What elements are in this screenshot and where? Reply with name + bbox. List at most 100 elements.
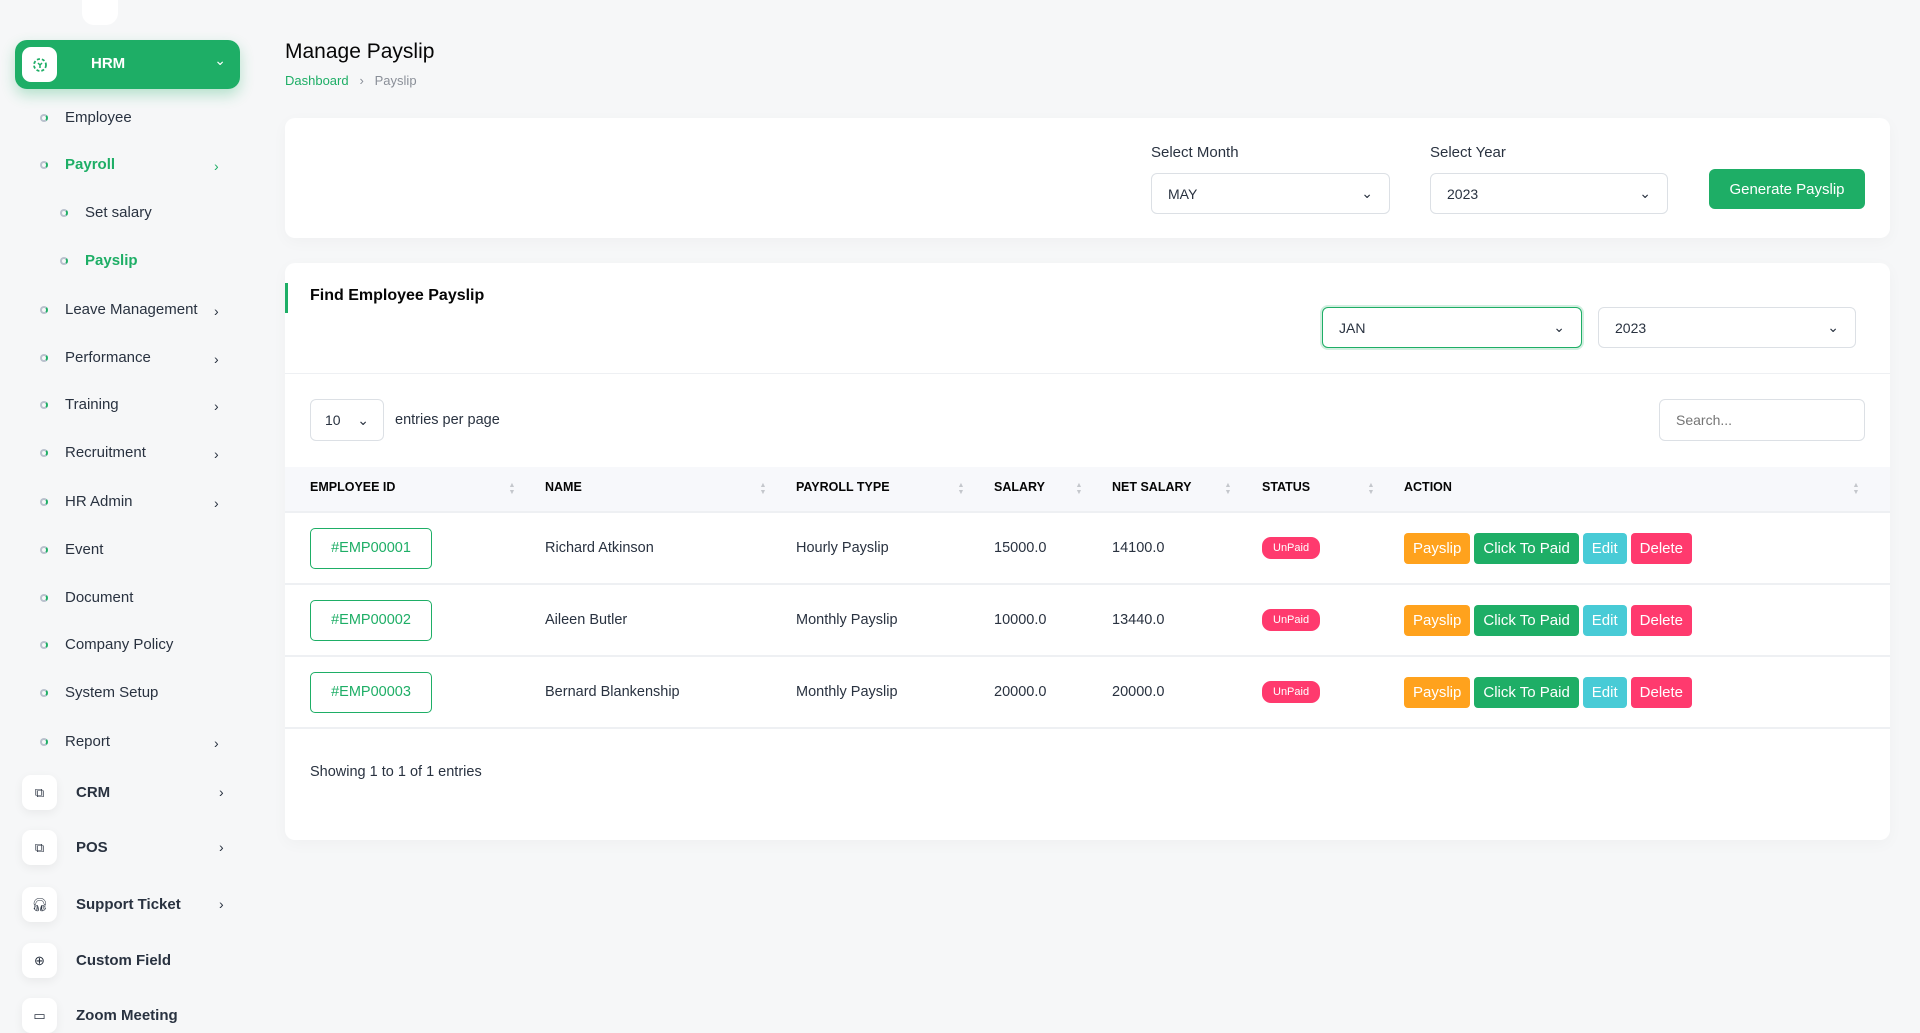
net-salary: 20000.0 (1112, 684, 1165, 700)
bullet-icon (40, 498, 48, 506)
sidebar-item-payslip[interactable]: Payslip (85, 252, 138, 269)
bullet-icon (40, 449, 48, 457)
bullet-icon (40, 641, 48, 649)
sort-icon[interactable]: ▲ ▼ (1367, 482, 1375, 496)
layers-icon: ⧉ (22, 830, 57, 865)
chevron-right-icon: › (214, 351, 219, 367)
salary: 10000.0 (994, 612, 1047, 628)
salary: 20000.0 (994, 684, 1047, 700)
salary: 15000.0 (994, 540, 1047, 556)
plus-circle-icon: ⊕ (22, 943, 57, 978)
click-to-paid-button[interactable]: Click To Paid (1474, 604, 1579, 636)
chevron-down-icon: ⌄ (1639, 185, 1651, 201)
column-header[interactable]: PAYROLL TYPE (796, 480, 890, 494)
entries-select[interactable]: 10 ⌄ (310, 399, 384, 441)
sidebar-item-report[interactable]: Report (65, 733, 111, 750)
click-to-paid-button[interactable]: Click To Paid (1474, 676, 1579, 708)
sidebar-item-performance[interactable]: Performance (65, 349, 151, 366)
sidebar-item-hr-admin[interactable]: HR Admin (65, 493, 133, 510)
bullet-icon (40, 114, 48, 122)
page-title: Manage Payslip (285, 40, 435, 63)
sidebar-item-employee[interactable]: Employee (65, 109, 132, 126)
net-salary: 13440.0 (1112, 612, 1165, 628)
video-icon: ▭ (22, 998, 57, 1033)
employee-id-button[interactable]: #EMP00002 (310, 599, 432, 641)
divider (285, 373, 1890, 374)
chevron-right-icon: › (219, 784, 224, 800)
click-to-paid-button[interactable]: Click To Paid (1474, 532, 1579, 564)
delete-button[interactable]: Delete (1630, 604, 1693, 636)
column-header[interactable]: STATUS (1262, 480, 1311, 494)
column-header[interactable]: NAME (545, 480, 582, 494)
search-input[interactable] (1659, 399, 1865, 441)
status-badge: UnPaid (1262, 537, 1321, 559)
sidebar-item-recruitment[interactable]: Recruitment (65, 444, 146, 461)
filter-year-select[interactable]: 2023 ⌄ (1598, 307, 1856, 348)
edit-button[interactable]: Edit (1582, 604, 1627, 636)
bullet-icon (40, 738, 48, 746)
sidebar-item-payroll[interactable]: Payroll (65, 156, 116, 173)
bullet-icon (40, 594, 48, 602)
hrm-icon (22, 47, 57, 82)
title-accent-bar (285, 283, 288, 313)
employee-id-button[interactable]: #EMP00003 (310, 671, 432, 713)
chevron-down-icon: ⌄ (1827, 319, 1839, 335)
edit-button[interactable]: Edit (1582, 676, 1627, 708)
sidebar-module-crm[interactable]: ⧉ CRM (22, 775, 110, 810)
year-value: 2023 (1447, 185, 1479, 202)
sort-icon[interactable]: ▲ ▼ (759, 482, 767, 496)
payslip-button[interactable]: Payslip (1404, 604, 1471, 636)
net-salary: 14100.0 (1112, 540, 1165, 556)
module-label: Support Ticket (76, 896, 181, 913)
sidebar-item-leave-management[interactable]: Leave Management (65, 301, 198, 318)
status-badge: UnPaid (1262, 681, 1321, 703)
chevron-right-icon: › (219, 896, 224, 912)
month-value: JAN (1339, 319, 1366, 336)
sidebar-item-training[interactable]: Training (65, 396, 119, 413)
sidebar-item-event[interactable]: Event (65, 541, 104, 558)
sort-icon[interactable]: ▲ ▼ (957, 482, 965, 496)
delete-button[interactable]: Delete (1630, 532, 1693, 564)
status-badge: UnPaid (1262, 609, 1321, 631)
bullet-icon (60, 257, 68, 265)
sidebar-item-hrm[interactable]: HRM ⌄ (15, 40, 240, 89)
column-header[interactable]: EMPLOYEE ID (310, 480, 396, 494)
edit-button[interactable]: Edit (1582, 532, 1627, 564)
payslip-button[interactable]: Payslip (1404, 532, 1471, 564)
entries-value: 10 (325, 412, 341, 428)
delete-button[interactable]: Delete (1630, 676, 1693, 708)
chevron-down-icon: ⌄ (357, 411, 369, 428)
entries-label: entries per page (395, 412, 500, 428)
sidebar-hrm-label: HRM (91, 55, 126, 72)
column-header[interactable]: ACTION (1404, 480, 1452, 494)
table-info: Showing 1 to 1 of 1 entries (310, 764, 482, 780)
sidebar-item-set-salary[interactable]: Set salary (85, 204, 152, 221)
select-year-label: Select Year (1430, 144, 1506, 161)
sidebar-item-company-policy[interactable]: Company Policy (65, 636, 174, 653)
table-header (285, 467, 1890, 513)
generate-year-select[interactable]: 2023 ⌄ (1430, 173, 1668, 214)
column-header[interactable]: SALARY (994, 480, 1045, 494)
chevron-right-icon: › (214, 495, 219, 511)
sidebar-module-custom-field[interactable]: ⊕ Custom Field (22, 943, 171, 978)
sort-icon[interactable]: ▲ ▼ (1075, 482, 1083, 496)
bullet-icon (40, 306, 48, 314)
generate-month-select[interactable]: MAY ⌄ (1151, 173, 1390, 214)
sort-icon[interactable]: ▲ ▼ (508, 482, 516, 496)
sidebar-item-system-setup[interactable]: System Setup (65, 684, 159, 701)
breadcrumb-dashboard[interactable]: Dashboard (285, 73, 349, 88)
bullet-icon (40, 401, 48, 409)
sort-icon[interactable]: ▲ ▼ (1852, 482, 1860, 496)
sidebar-item-partial (82, 0, 118, 25)
sort-icon[interactable]: ▲ ▼ (1224, 482, 1232, 496)
payslip-button[interactable]: Payslip (1404, 676, 1471, 708)
sidebar-module-support-ticket[interactable]: 🎧︎ Support Ticket (22, 887, 181, 922)
filter-month-select[interactable]: JAN ⌄ (1322, 307, 1582, 348)
sidebar-module-pos[interactable]: ⧉ POS (22, 830, 108, 865)
sidebar-item-document[interactable]: Document (65, 589, 134, 606)
column-header[interactable]: NET SALARY (1112, 480, 1192, 494)
employee-id-button[interactable]: #EMP00001 (310, 527, 432, 569)
bullet-icon (40, 354, 48, 362)
sidebar-module-zoom-meeting[interactable]: ▭ Zoom Meeting (22, 998, 178, 1033)
generate-payslip-button[interactable]: Generate Payslip (1709, 169, 1865, 209)
